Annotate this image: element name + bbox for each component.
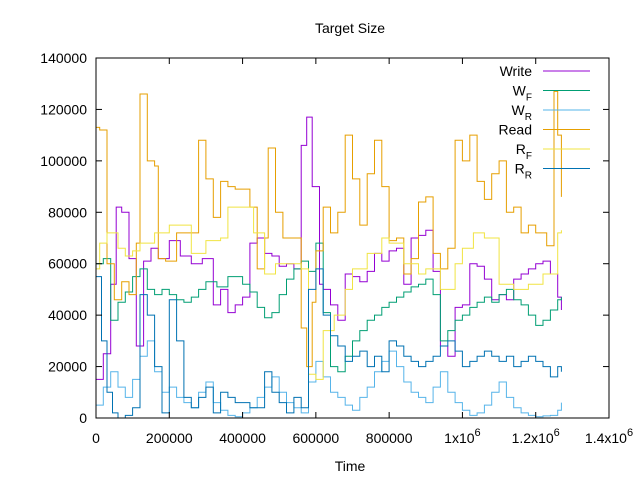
series-line-read (96, 90, 562, 368)
x-tick-exponent: 6 (475, 427, 481, 439)
plot-frame (95, 57, 610, 419)
series-line-w-f (96, 242, 562, 373)
legend-label: RR (515, 161, 532, 182)
chart-title: Target Size (315, 20, 385, 36)
series-line-write (96, 116, 562, 380)
y-tick-label: 80000 (48, 204, 87, 220)
y-tick-label: 100000 (40, 153, 87, 169)
legend-label: WF (513, 83, 532, 104)
series-line-r-f (96, 206, 562, 380)
x-axis-label: Time (335, 458, 366, 474)
legend-label: WR (512, 102, 532, 123)
legend-label: Write (500, 63, 533, 79)
y-tick-label: 140000 (40, 50, 87, 66)
x-tick-label: 200000 (146, 430, 193, 446)
x-tick-exponent: 6 (554, 427, 560, 439)
legend-label: Read (499, 122, 532, 138)
y-tick-label: 0 (79, 410, 87, 426)
x-tick-label: 0 (92, 430, 100, 446)
y-tick-label: 60000 (48, 256, 87, 272)
legend-subscript: R (525, 171, 532, 182)
ticks-layer: 0 20000 40000 60000 80000 100000 120000 140000 0… (40, 50, 633, 446)
series-line-w-r (96, 340, 562, 418)
legend-subscript: R (525, 112, 532, 123)
legend-subscript: F (526, 93, 532, 104)
x-tick-label: 400000 (219, 430, 266, 446)
y-tick-label: 20000 (48, 359, 87, 375)
y-tick-label: 40000 (48, 307, 87, 323)
x-tick-label: 600000 (292, 430, 339, 446)
legend-subscript: F (526, 151, 532, 162)
x-tick-label: 800000 (366, 430, 413, 446)
legend-label: RF (516, 141, 532, 162)
x-tick-label: 1x106 (444, 427, 480, 446)
x-tick-label: 1.4x106 (585, 427, 633, 446)
x-tick-exponent: 6 (627, 427, 633, 439)
x-tick-label: 1.2x106 (512, 427, 560, 446)
series-layer (96, 90, 562, 419)
y-tick-label: 120000 (40, 101, 87, 117)
series-line-r-r (96, 268, 562, 419)
